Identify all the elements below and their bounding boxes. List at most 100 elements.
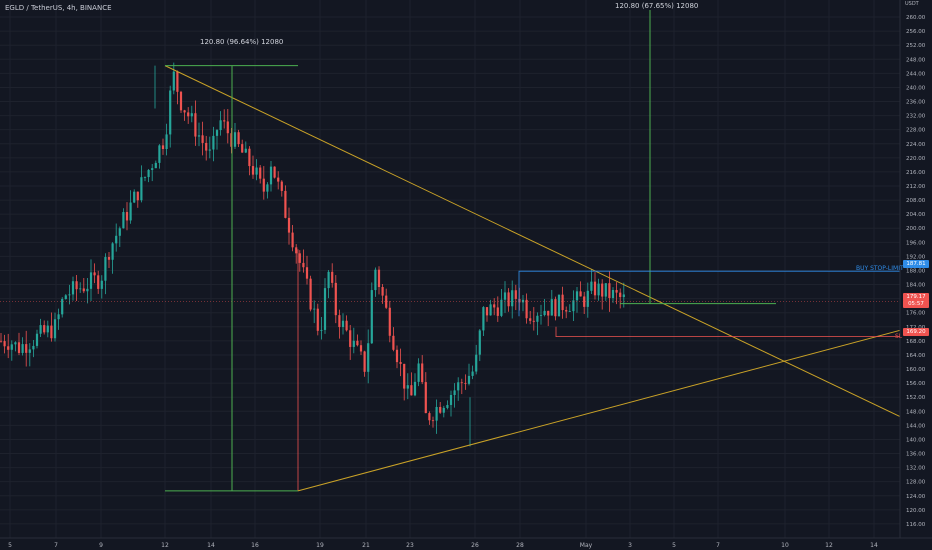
candle-body xyxy=(478,330,481,355)
candle-body xyxy=(536,315,539,322)
drawings[interactable] xyxy=(0,10,901,492)
candle-body xyxy=(86,288,89,292)
y-tick-label: 212.00 xyxy=(906,184,926,190)
y-tick-label: 232.00 xyxy=(906,114,926,120)
y-tick-label: 144.00 xyxy=(906,423,926,429)
y-tick-label: 136.00 xyxy=(906,452,926,458)
candle-body xyxy=(514,290,517,299)
countdown-badge: 05:57 xyxy=(903,300,929,308)
candle-body xyxy=(17,342,21,353)
x-tick-label: 5 xyxy=(672,542,676,549)
candle-body xyxy=(93,272,96,276)
y-tick-label: 172.00 xyxy=(906,325,926,331)
candle-body xyxy=(521,299,525,303)
candle-body xyxy=(266,184,269,192)
candle-body xyxy=(554,299,557,317)
candle-body xyxy=(183,110,186,113)
candle-body xyxy=(21,344,24,353)
descending-trendline xyxy=(164,65,901,418)
candle-body xyxy=(259,167,262,179)
candle-body xyxy=(507,292,510,307)
candle-body xyxy=(381,287,384,296)
candle-body xyxy=(7,346,10,350)
candle-body xyxy=(316,308,319,331)
candle-body xyxy=(619,292,622,298)
y-tick-label: 128.00 xyxy=(906,480,926,486)
candle-body xyxy=(431,420,435,422)
candle-body xyxy=(503,292,507,300)
measure-label-2: 120.80 (67.65%) 12080 xyxy=(615,2,699,10)
candle-body xyxy=(367,343,370,372)
candle-body xyxy=(251,166,255,175)
candle-body xyxy=(111,243,114,260)
x-tick-label: 14 xyxy=(207,542,215,549)
candle-body xyxy=(410,385,413,396)
candle-body xyxy=(197,135,201,137)
candle-body xyxy=(10,344,13,350)
buy-stop-limit-line xyxy=(518,270,900,317)
y-tick-label: 188.00 xyxy=(906,268,926,274)
candle-body xyxy=(608,283,611,299)
candle-body xyxy=(79,288,82,290)
candle-body xyxy=(601,283,604,297)
candle-body xyxy=(565,310,568,312)
price-axis-bg xyxy=(900,0,932,538)
candle-body xyxy=(28,349,31,353)
price-axis[interactable]: 260.00 256.00 252.00 248.00 244.00 240.00 236.… xyxy=(899,0,932,538)
time-axis[interactable]: 5 7 9 12 14 16 19 21 23 26 28 May 3 5 7 10 12 14 xyxy=(0,537,932,550)
candle-body xyxy=(395,349,399,363)
candle-body xyxy=(262,178,265,192)
candle-body xyxy=(359,345,363,352)
x-tick-label: 23 xyxy=(406,542,414,549)
y-tick-label: 152.00 xyxy=(906,395,926,401)
candle-body xyxy=(212,135,215,150)
candle-body xyxy=(457,382,460,391)
candle-body xyxy=(107,257,111,260)
candle-body xyxy=(233,132,237,147)
y-tick-label: 220.00 xyxy=(906,156,926,162)
candle-body xyxy=(64,295,67,300)
y-tick-label: 260.00 xyxy=(906,15,926,21)
candle-body xyxy=(547,310,550,316)
stop-loss-label[interactable]: SL xyxy=(895,333,903,340)
y-tick-label: 216.00 xyxy=(906,170,926,176)
candle-body xyxy=(593,281,597,296)
candle-body xyxy=(464,383,467,384)
candle-body xyxy=(403,363,406,389)
candle-body xyxy=(374,269,377,291)
candle-body xyxy=(125,212,129,221)
candle-body xyxy=(226,121,229,134)
candle-body xyxy=(244,148,247,153)
candle-body xyxy=(187,112,190,117)
candle-body xyxy=(100,280,103,289)
candle-body xyxy=(439,406,442,413)
candle-body xyxy=(323,288,327,330)
y-tick-label: 200.00 xyxy=(906,226,926,232)
candle-body xyxy=(543,310,546,316)
x-tick-label: 28 xyxy=(516,542,524,549)
candle-body xyxy=(154,162,157,169)
x-tick-label: 14 xyxy=(870,542,878,549)
candle-body xyxy=(97,275,100,289)
candle-body xyxy=(622,294,625,298)
candle-body xyxy=(428,413,431,421)
candle-body xyxy=(39,325,42,334)
candle-body xyxy=(14,342,17,345)
candle-body xyxy=(309,278,312,310)
candle-body xyxy=(356,340,359,346)
candle-body xyxy=(35,333,39,346)
candle-body xyxy=(179,91,183,111)
candle-body xyxy=(169,90,172,135)
candle-body xyxy=(215,130,219,136)
time-axis-bg xyxy=(0,538,932,550)
x-tick-label: 12 xyxy=(161,542,169,549)
current-price-badge: 179.17 xyxy=(903,293,929,301)
candle-body xyxy=(291,232,294,248)
y-tick-label: 244.00 xyxy=(906,71,926,77)
candle-body xyxy=(277,177,280,182)
candle-body xyxy=(349,330,352,347)
chart-grid xyxy=(0,0,900,538)
buy-stop-limit-label[interactable]: BUY STOP-LIMIT xyxy=(856,265,904,272)
candle-body xyxy=(446,404,449,408)
